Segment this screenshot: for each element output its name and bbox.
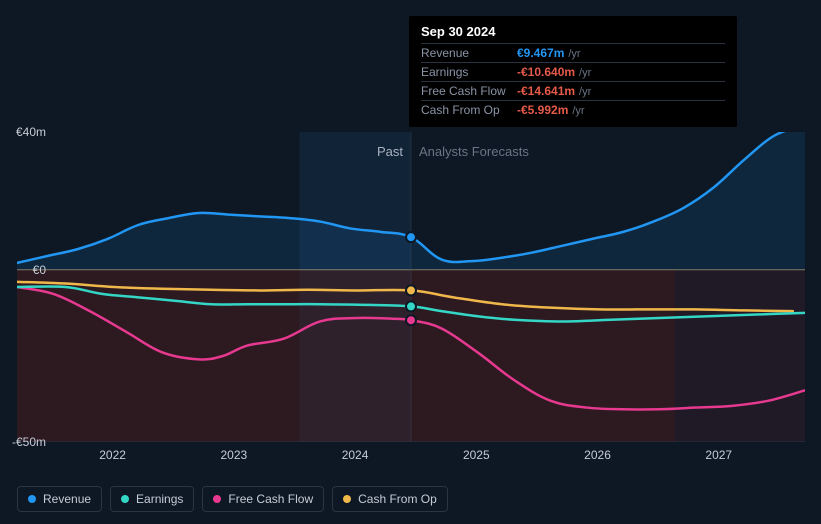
tooltip-metric-label: Cash From Op [421, 103, 517, 117]
x-axis: 2022 2023 2024 2025 2026 2027 [52, 448, 804, 468]
x-axis-label: 2027 [705, 448, 732, 462]
chart-legend: Revenue Earnings Free Cash Flow Cash From O… [17, 486, 448, 512]
tooltip-row: Earnings-€10.640m/yr [421, 62, 725, 81]
x-axis-label: 2023 [220, 448, 247, 462]
tooltip-row: Revenue€9.467m/yr [421, 43, 725, 62]
tooltip-metric-value: -€10.640m [517, 65, 575, 79]
tooltip-metric-value: €9.467m [517, 46, 564, 60]
svg-text:Analysts Forecasts: Analysts Forecasts [419, 144, 529, 159]
chart-tooltip: Sep 30 2024Revenue€9.467m/yrEarnings-€10… [409, 16, 737, 127]
tooltip-metric-unit: /yr [579, 67, 591, 79]
legend-dot-icon [28, 495, 36, 503]
tooltip-metric-unit: /yr [579, 86, 591, 98]
legend-dot-icon [213, 495, 221, 503]
tooltip-metric-label: Free Cash Flow [421, 84, 517, 98]
x-axis-label: 2026 [584, 448, 611, 462]
legend-item-earnings[interactable]: Earnings [110, 486, 194, 512]
tooltip-metric-unit: /yr [572, 105, 584, 117]
legend-label: Free Cash Flow [228, 492, 313, 506]
tooltip-metric-unit: /yr [568, 48, 580, 60]
tooltip-date: Sep 30 2024 [421, 24, 725, 43]
legend-label: Cash From Op [358, 492, 437, 506]
legend-dot-icon [343, 495, 351, 503]
tooltip-metric-label: Earnings [421, 65, 517, 79]
legend-item-cfo[interactable]: Cash From Op [332, 486, 448, 512]
line-chart: Past Analysts Forecasts [17, 132, 805, 442]
y-axis-label: €0 [33, 263, 46, 277]
legend-label: Earnings [136, 492, 183, 506]
svg-text:Past: Past [377, 144, 403, 159]
tooltip-row: Cash From Op-€5.992m/yr [421, 100, 725, 119]
x-axis-label: 2022 [99, 448, 126, 462]
y-axis-label: €40m [16, 125, 46, 139]
tooltip-metric-value: -€14.641m [517, 84, 575, 98]
legend-dot-icon [121, 495, 129, 503]
tooltip-metric-value: -€5.992m [517, 103, 568, 117]
tooltip-row: Free Cash Flow-€14.641m/yr [421, 81, 725, 100]
legend-item-fcf[interactable]: Free Cash Flow [202, 486, 324, 512]
x-axis-label: 2024 [342, 448, 369, 462]
y-axis-label: -€50m [12, 435, 46, 449]
legend-label: Revenue [43, 492, 91, 506]
legend-item-revenue[interactable]: Revenue [17, 486, 102, 512]
x-axis-label: 2025 [463, 448, 490, 462]
tooltip-metric-label: Revenue [421, 46, 517, 60]
